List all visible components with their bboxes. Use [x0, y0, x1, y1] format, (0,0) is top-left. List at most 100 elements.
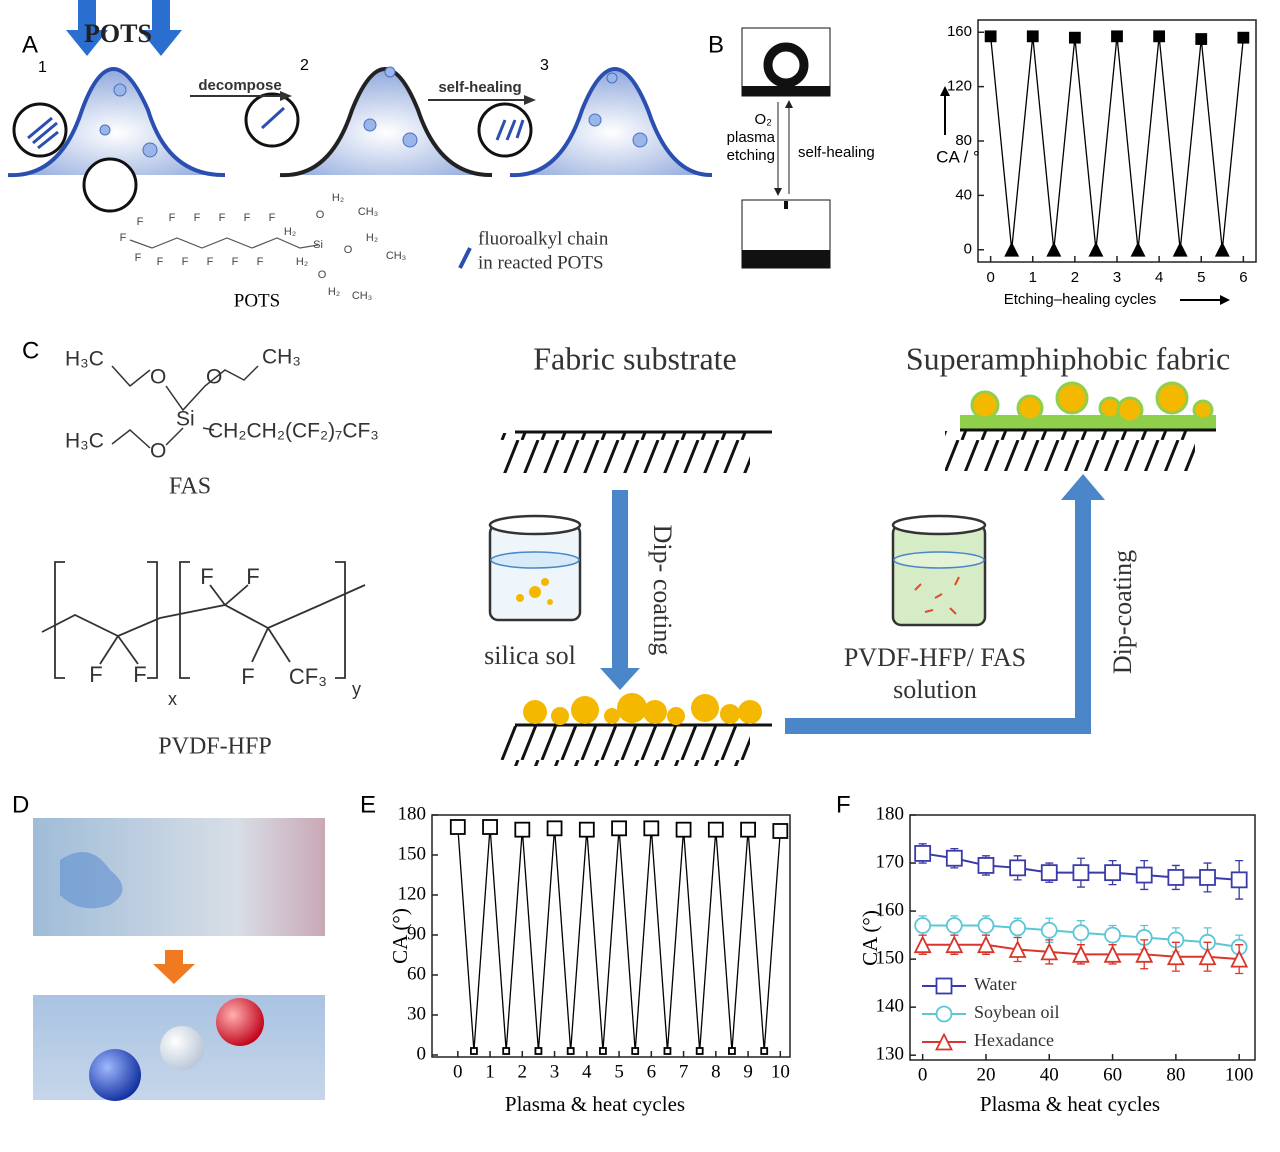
y-tick-label: 30: [407, 1003, 426, 1024]
reagent-arrows: [66, 0, 182, 56]
y-tick-label: 120: [947, 78, 972, 95]
stage-title: Superamphiphobic fabric: [906, 340, 1230, 376]
marker: [1166, 947, 1185, 966]
atom: H₂: [296, 256, 308, 268]
panel-b: B O₂ plasma etching self-healing: [708, 27, 875, 269]
panel-label: D: [12, 791, 29, 818]
arrowhead: [785, 100, 793, 108]
marker: [977, 857, 995, 874]
x-tick-label: 1: [1029, 269, 1037, 286]
atom: Si: [313, 239, 323, 251]
marker: [945, 849, 963, 867]
beaker: [891, 514, 987, 627]
x-axis-label: Etching–healing cycles: [1004, 291, 1157, 308]
marker: [1071, 944, 1090, 963]
marker: [1172, 241, 1188, 257]
atom: F: [182, 256, 189, 268]
marker: [772, 823, 789, 839]
plot-frame: [431, 814, 791, 1058]
atom: F: [194, 212, 201, 224]
marker: [482, 819, 498, 835]
step-label: 2: [300, 57, 309, 74]
stage-title: Fabric substrate: [533, 340, 737, 376]
marker: [935, 1032, 953, 1051]
compound-name: PVDF-HFP: [158, 734, 271, 760]
chain-icon: [260, 106, 525, 141]
atom: F: [207, 256, 214, 268]
droplet-residue: [784, 201, 788, 209]
process-arrow: [785, 474, 1105, 734]
legend-label: Soybean oil: [974, 1002, 1060, 1022]
marker: [913, 935, 932, 954]
atom: F: [269, 212, 276, 224]
x-tick-label: 6: [647, 1061, 657, 1082]
substrate-hatch: [500, 433, 750, 473]
coating: [960, 415, 1216, 429]
atom: CH₃: [386, 250, 406, 262]
marker: [1088, 241, 1104, 257]
y-tick-label: 0: [417, 1043, 427, 1064]
x-tick-label: 0: [986, 269, 994, 286]
x-tick-label: 60: [1103, 1064, 1122, 1085]
marker: [1135, 866, 1153, 884]
arrowhead: [280, 91, 292, 101]
marker: [1230, 949, 1249, 968]
x-tick-label: 8: [711, 1061, 721, 1082]
y-tick-label: 150: [398, 843, 427, 864]
atom: H₃C: [65, 430, 104, 453]
structure-name: POTS: [234, 290, 280, 311]
compound-name: FAS: [169, 474, 211, 500]
marker: [1040, 942, 1059, 961]
legend-label: Hexadance: [974, 1030, 1054, 1050]
reagent-label: POTS: [84, 19, 152, 48]
x-tick-label: 80: [1166, 1064, 1185, 1085]
y-tick-label: 180: [398, 803, 427, 824]
process-label: Dip- coating: [648, 525, 677, 656]
y-axis-label: CA (°): [858, 910, 882, 966]
solution-label: silica sol: [484, 641, 576, 670]
marker: [1104, 926, 1121, 944]
marker: [1072, 864, 1090, 882]
y-tick-label: 140: [876, 996, 905, 1017]
marker: [449, 819, 466, 835]
atom: H₂: [328, 286, 340, 298]
marker: [1198, 947, 1217, 966]
atom: CH₃: [262, 346, 301, 369]
y-tick-label: 130: [876, 1044, 905, 1065]
hump: [509, 67, 713, 178]
y-tick-label: 160: [947, 23, 972, 40]
marker: [502, 1047, 511, 1055]
atom: O: [150, 440, 166, 463]
solution-label: PVDF-HFP/ FAS: [844, 643, 1026, 672]
series-line: [989, 36, 1245, 250]
process-label: plasma: [727, 129, 776, 146]
atom: CH₃: [352, 290, 372, 302]
x-axis-label: Plasma & heat cycles: [980, 1092, 1160, 1116]
particles: [99, 66, 648, 158]
process-label: etching: [727, 147, 775, 164]
marker: [631, 1047, 640, 1055]
solution-label: solution: [893, 675, 977, 704]
y-tick-label: 180: [876, 803, 905, 824]
fas-bonds: [111, 365, 259, 449]
x-tick-label: 0: [918, 1064, 928, 1085]
x-tick-label: 3: [1113, 269, 1121, 286]
arrow: [153, 950, 195, 984]
atom: H₃C: [65, 348, 104, 371]
atom: H₂: [284, 226, 296, 238]
marker: [1004, 241, 1020, 257]
x-tick-label: 0: [453, 1061, 463, 1082]
chain-icon: [27, 116, 59, 150]
marker: [1130, 241, 1146, 257]
marker: [578, 821, 595, 838]
marker: [977, 917, 995, 934]
marker: [1167, 869, 1185, 886]
series-line: [457, 826, 781, 1052]
atom: F: [133, 662, 146, 687]
atom: F: [241, 664, 254, 689]
atom: CH₃: [358, 206, 378, 218]
marker: [566, 1047, 575, 1055]
legend-swatch: [458, 247, 472, 269]
